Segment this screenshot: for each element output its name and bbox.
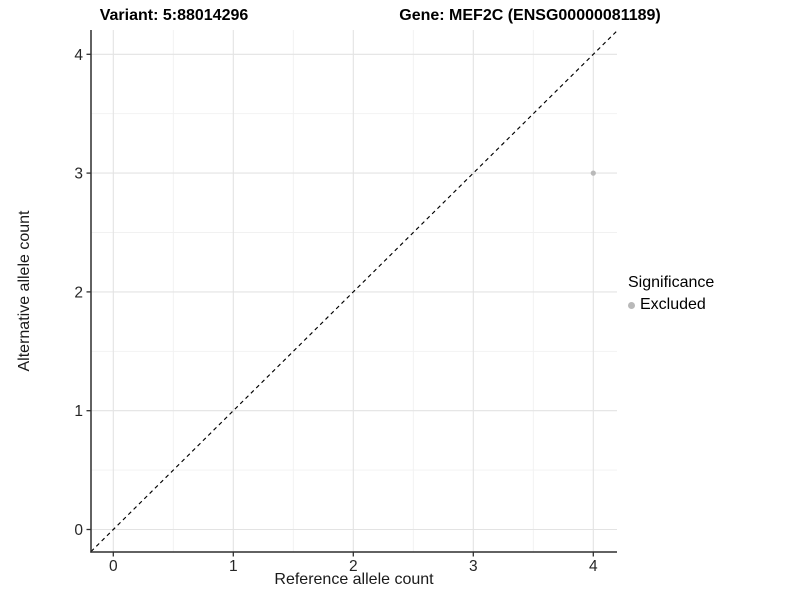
- svg-text:3: 3: [74, 166, 83, 183]
- svg-text:1: 1: [229, 558, 238, 575]
- svg-text:1: 1: [74, 403, 83, 420]
- identity-dashed-line: [90, 30, 618, 552]
- y-tick-labels: 0 1 2 3 4: [74, 47, 83, 539]
- svg-text:4: 4: [589, 558, 598, 575]
- axis-ticks: [86, 53, 594, 557]
- svg-text:2: 2: [349, 558, 358, 575]
- legend-title: Significance: [628, 274, 715, 291]
- data-points: [590, 170, 596, 176]
- legend-key-dot-icon: [628, 301, 635, 309]
- legend: Significance Excluded: [628, 273, 714, 314]
- x-tick-labels: 0 1 2 3 4: [109, 558, 598, 575]
- variant-title: Variant: 5:88014296: [99, 7, 249, 24]
- legend-item-excluded: Excluded: [628, 296, 714, 314]
- data-point: [590, 170, 596, 176]
- svg-text:2: 2: [74, 284, 83, 301]
- grid-minor: [91, 30, 617, 552]
- gene-title: Gene: MEF2C (ENSG00000081189): [399, 7, 661, 24]
- svg-text:0: 0: [74, 522, 83, 539]
- svg-text:4: 4: [74, 47, 83, 64]
- grid-major: [91, 30, 617, 552]
- svg-text:3: 3: [469, 558, 478, 575]
- svg-text:0: 0: [109, 558, 118, 575]
- legend-item-label: Excluded: [640, 296, 706, 313]
- x-axis-title: Reference allele count: [274, 571, 434, 588]
- y-axis-title: Alternative allele count: [16, 210, 33, 372]
